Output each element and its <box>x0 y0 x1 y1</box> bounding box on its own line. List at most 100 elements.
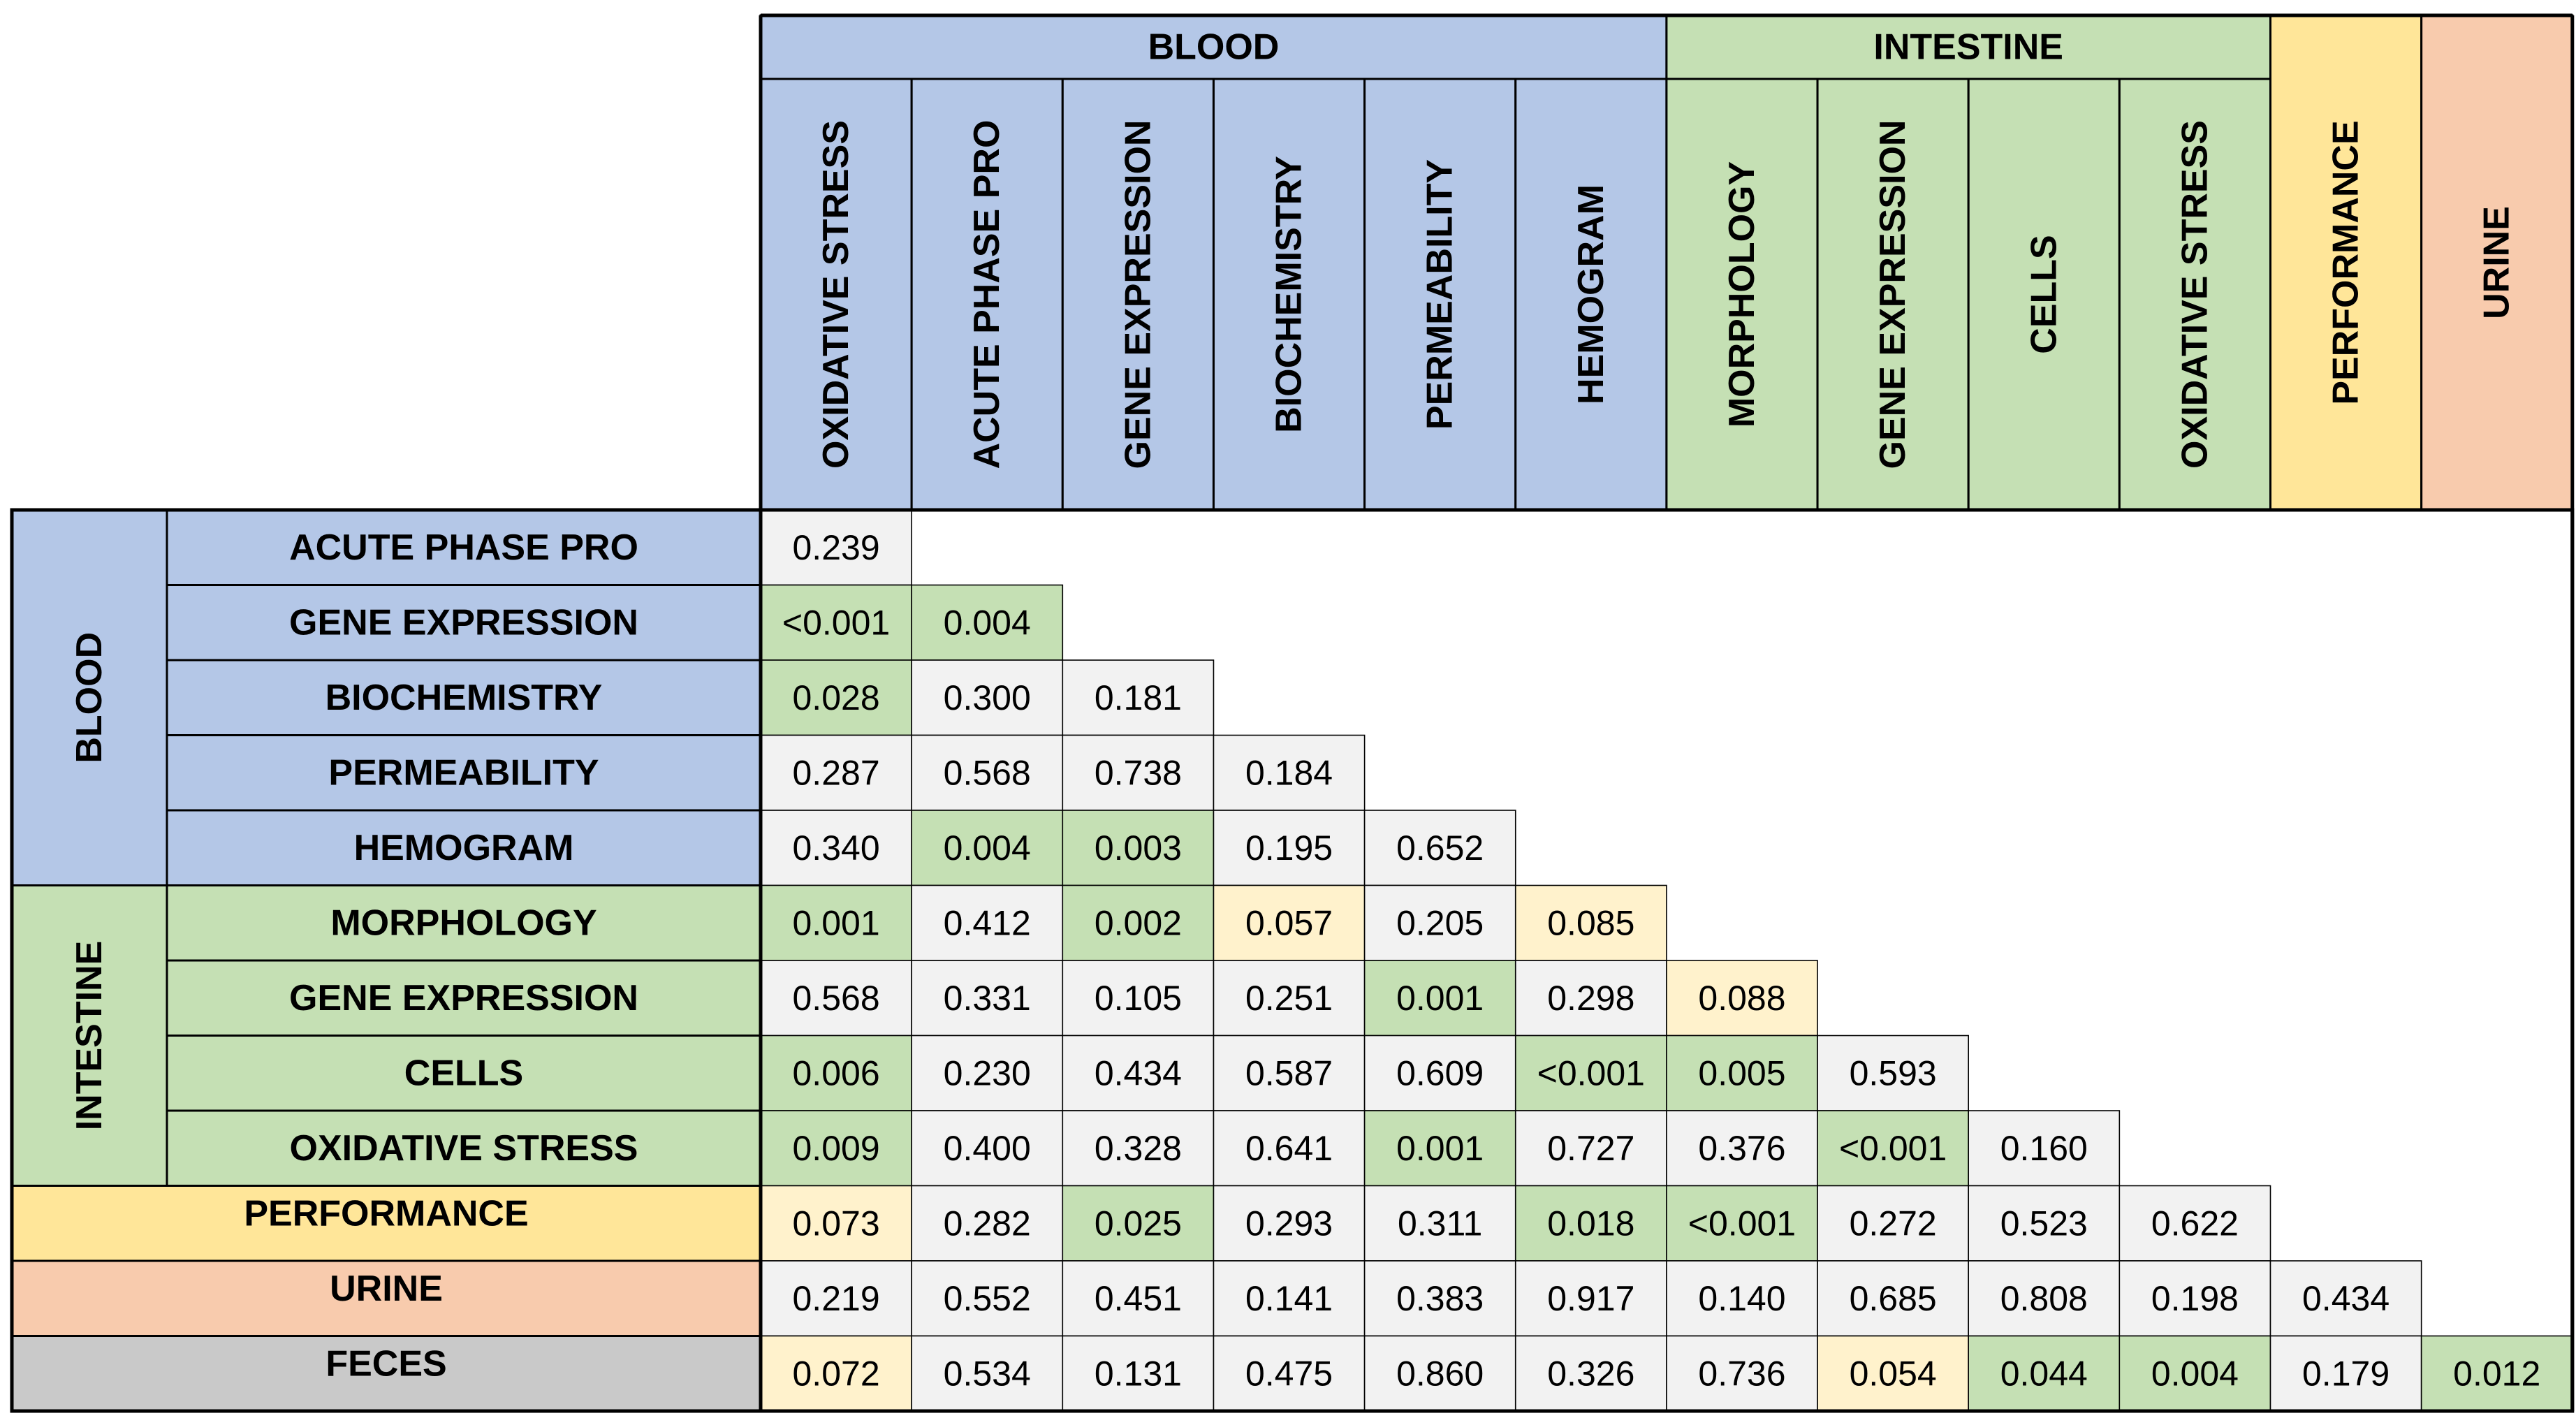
matrix-cell <box>1062 1185 1215 1262</box>
cell-value: 0.641 <box>1245 1129 1333 1168</box>
matrix-cell <box>1363 1035 1516 1111</box>
cell-value: 0.054 <box>1850 1354 1937 1393</box>
cell-value: 0.219 <box>793 1279 880 1318</box>
cell-value: 0.434 <box>1095 1053 1182 1092</box>
row-header-label: URINE <box>330 1269 443 1309</box>
matrix-cell <box>1514 884 1667 961</box>
cell-value: 0.195 <box>1245 828 1333 868</box>
cell-value: 0.383 <box>1396 1279 1484 1318</box>
matrix-cell <box>1514 960 1667 1037</box>
cell-value: 0.652 <box>1396 828 1484 868</box>
matrix-cell <box>1817 1335 1970 1412</box>
cell-value: 0.009 <box>793 1129 880 1168</box>
matrix-cell <box>1062 1110 1215 1187</box>
cell-value: 0.230 <box>944 1053 1031 1092</box>
matrix-cell <box>1062 659 1215 736</box>
cell-value: 0.088 <box>1698 979 1785 1018</box>
cell-value: 0.451 <box>1095 1279 1182 1318</box>
matrix-cell <box>1666 1260 1818 1337</box>
cell-value: 0.568 <box>793 979 880 1018</box>
row-header-label: PERFORMANCE <box>244 1193 528 1234</box>
matrix-cell <box>2118 1185 2271 1262</box>
row-header-label: HEMOGRAM <box>354 828 574 868</box>
row-header-label: ACUTE PHASE PRO <box>289 527 638 568</box>
cell-value: 0.198 <box>2151 1279 2239 1318</box>
matrix-cell <box>911 1035 1064 1111</box>
matrix-cell <box>760 960 912 1037</box>
matrix-cell <box>911 1260 1064 1337</box>
matrix-cell <box>1363 1260 1516 1337</box>
matrix-cell <box>1062 1335 1215 1412</box>
matrix-cell <box>1363 884 1516 961</box>
matrix-cell <box>1666 960 1818 1037</box>
matrix-cell <box>1213 1260 1366 1337</box>
column-header-label: OXIDATIVE STRESS <box>2174 120 2215 469</box>
cell-value: 0.184 <box>1245 753 1333 792</box>
row-header <box>166 659 762 736</box>
row-header-label: FECES <box>325 1343 446 1384</box>
cell-value: 0.534 <box>944 1354 1031 1393</box>
matrix-cell <box>1514 1110 1667 1187</box>
cell-value: 0.326 <box>1547 1354 1634 1393</box>
column-header-label: CELLS <box>2024 235 2064 353</box>
cell-value: 0.005 <box>1698 1053 1785 1092</box>
column-header-label: ACUTE PHASE PRO <box>967 120 1007 469</box>
matrix-cell <box>2420 1335 2573 1412</box>
matrix-cell <box>760 734 912 811</box>
matrix-cell <box>1514 1185 1667 1262</box>
cell-value: 0.205 <box>1396 903 1484 942</box>
matrix-cell <box>911 884 1064 961</box>
row-group-label: INTESTINE <box>69 941 110 1131</box>
cell-value: 0.012 <box>2453 1354 2540 1393</box>
cell-value: 0.141 <box>1245 1279 1333 1318</box>
cell-value: 0.073 <box>793 1204 880 1243</box>
matrix-cell <box>1363 810 1516 886</box>
cell-value: 0.044 <box>2000 1354 2088 1393</box>
cell-value: 0.018 <box>1547 1204 1634 1243</box>
matrix-cell <box>1062 734 1215 811</box>
matrix-cell <box>1062 960 1215 1037</box>
matrix-cell <box>1817 1110 1970 1187</box>
matrix-cell <box>1968 1335 2121 1412</box>
cell-value: 0.376 <box>1698 1129 1785 1168</box>
matrix-cell <box>760 1260 912 1337</box>
cell-value: 0.587 <box>1245 1053 1333 1092</box>
cell-value: 0.523 <box>2000 1204 2088 1243</box>
cell-value: 0.917 <box>1547 1279 1634 1318</box>
matrix-cell <box>1514 1335 1667 1412</box>
cell-value: 0.400 <box>944 1129 1031 1168</box>
row-header <box>10 1259 762 1337</box>
matrix-cell <box>1213 960 1366 1037</box>
cell-value: <0.001 <box>1839 1129 1947 1168</box>
column-header <box>1514 78 1668 511</box>
matrix-cell <box>911 1185 1064 1262</box>
row-header <box>166 584 762 662</box>
cell-value: 0.105 <box>1095 979 1182 1018</box>
cell-value: 0.340 <box>793 828 880 868</box>
row-header <box>166 509 762 586</box>
matrix-cell <box>1213 1335 1366 1412</box>
column-header <box>1212 78 1366 511</box>
cell-value: 0.002 <box>1095 903 1182 942</box>
row-header <box>166 809 762 886</box>
matrix-cell <box>1363 1335 1516 1412</box>
cell-value: 0.287 <box>793 753 880 792</box>
column-header-label: PERFORMANCE <box>2326 120 2366 404</box>
cell-value: 0.057 <box>1245 903 1333 942</box>
cell-value: 0.412 <box>944 903 1031 942</box>
cell-value: 0.003 <box>1095 828 1182 868</box>
row-header <box>166 1109 762 1187</box>
cell-value: 0.568 <box>944 753 1031 792</box>
cell-value: 0.179 <box>2302 1354 2390 1393</box>
column-header <box>910 78 1064 511</box>
cell-value: 0.331 <box>944 979 1031 1018</box>
column-header-label: HEMOGRAM <box>1571 184 1611 404</box>
matrix-cell <box>911 960 1064 1037</box>
cell-value: 0.552 <box>944 1279 1031 1318</box>
matrix-cell <box>1213 810 1366 886</box>
cell-value: 0.736 <box>1698 1354 1785 1393</box>
matrix-cell <box>1213 1185 1366 1262</box>
cell-value: 0.328 <box>1095 1129 1182 1168</box>
cell-value: 0.006 <box>793 1053 880 1092</box>
column-header-label: URINE <box>2477 206 2517 319</box>
